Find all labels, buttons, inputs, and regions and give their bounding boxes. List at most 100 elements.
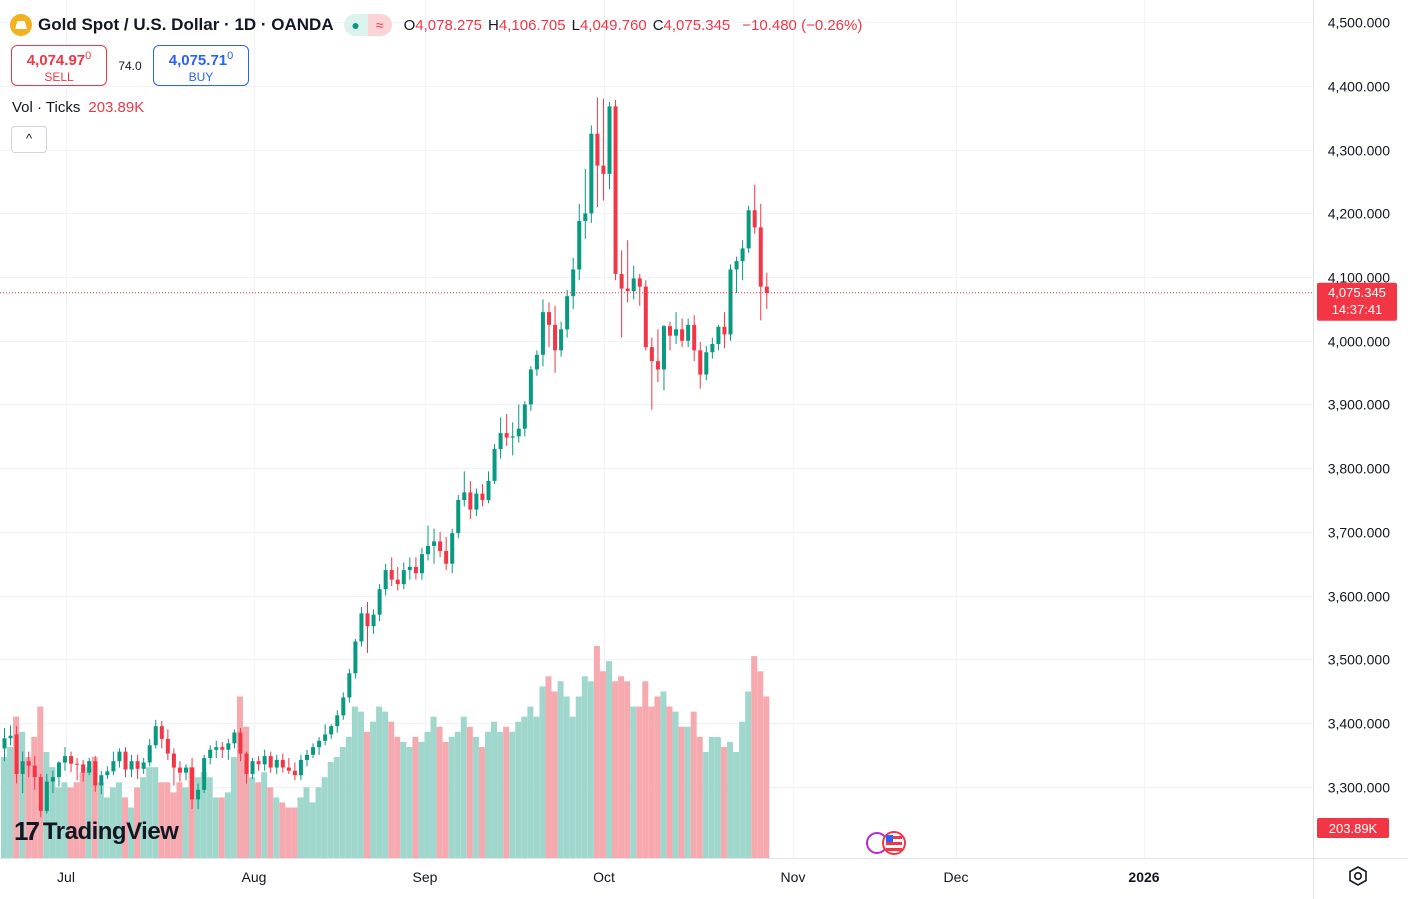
- candle: [123, 747, 128, 778]
- volume-bar: [551, 691, 558, 858]
- volume-bar: [61, 782, 68, 858]
- candle-body: [553, 324, 558, 351]
- trade-panel: 4,074.970 SELL 74.0 4,075.710 BUY: [11, 45, 249, 86]
- candle: [468, 480, 473, 520]
- candle: [383, 563, 388, 596]
- buy-button[interactable]: 4,075.710 BUY: [153, 45, 249, 86]
- collapse-legend-button[interactable]: ^: [11, 126, 47, 153]
- candle-body: [87, 761, 92, 773]
- change-value: −10.480 (−0.26%): [742, 16, 863, 34]
- volume-bar: [406, 746, 413, 858]
- last-price-label: 4,075.345: [1328, 285, 1386, 300]
- candle-body: [250, 761, 255, 774]
- candle: [20, 751, 25, 794]
- volume-bar: [545, 676, 552, 858]
- candle: [105, 766, 110, 780]
- candle-body: [668, 326, 672, 336]
- price-tick-label: 4,100.000: [1328, 270, 1390, 286]
- symbol-status-pill[interactable]: ● ≈: [343, 14, 392, 36]
- volume-bar: [267, 787, 274, 858]
- volume-legend[interactable]: Vol · Ticks 203.89K: [12, 99, 144, 116]
- volume-bar: [103, 797, 110, 858]
- candle: [577, 203, 582, 281]
- candle: [117, 748, 122, 768]
- candle: [32, 756, 37, 790]
- volume-bar: [612, 681, 619, 858]
- volume-bar: [170, 792, 177, 858]
- candle: [93, 756, 98, 792]
- candle-body: [589, 133, 594, 214]
- price-tick-label: 4,300.000: [1328, 143, 1390, 159]
- candle-body: [540, 312, 545, 355]
- candle: [2, 728, 7, 762]
- volume-bar: [618, 676, 625, 858]
- candle-body: [528, 369, 533, 405]
- volume-bar: [49, 767, 56, 858]
- volume-bar: [164, 782, 171, 858]
- candle-body: [262, 756, 267, 765]
- candle: [214, 740, 219, 758]
- volume-bar: [134, 787, 141, 858]
- volume-bar: [285, 807, 292, 858]
- candle-body: [190, 767, 195, 800]
- settings-icon[interactable]: [1347, 865, 1369, 887]
- candle: [202, 754, 207, 794]
- volume-bar: [739, 721, 746, 858]
- volume-bar: [388, 721, 395, 858]
- price-tick-label: 4,200.000: [1328, 206, 1390, 222]
- candle: [637, 273, 642, 306]
- candle: [607, 101, 612, 190]
- volume-bar: [19, 731, 26, 858]
- candle: [190, 758, 195, 809]
- tradingview-wordmark: TradingView: [42, 817, 179, 845]
- sell-button[interactable]: 4,074.970 SELL: [11, 45, 107, 86]
- candle-body: [710, 343, 715, 353]
- candle-body: [2, 738, 7, 749]
- sell-price: 4,074.97: [26, 52, 86, 69]
- volume-bar: [430, 716, 437, 858]
- candle: [680, 318, 685, 348]
- candle: [522, 401, 527, 437]
- candle-body: [129, 761, 134, 770]
- candle-body: [686, 324, 691, 341]
- candle-body: [341, 697, 346, 716]
- open-label: O: [403, 16, 416, 34]
- price-tick-label: 3,700.000: [1328, 525, 1390, 541]
- volume-bar: [478, 746, 485, 858]
- candle: [395, 566, 400, 591]
- candle: [752, 184, 757, 234]
- volume-bar: [309, 802, 316, 858]
- event-markers[interactable]: [866, 831, 906, 855]
- candle: [565, 289, 570, 338]
- candle: [419, 547, 424, 580]
- candle: [335, 710, 340, 733]
- candle-body: [401, 570, 406, 585]
- price-tick-label: 4,000.000: [1328, 334, 1390, 350]
- volume-bar: [648, 706, 655, 858]
- candle-body: [456, 500, 461, 534]
- candle-body: [81, 764, 86, 773]
- candle-body: [323, 734, 328, 741]
- tradingview-logo[interactable]: 17 TradingView: [14, 816, 179, 847]
- candle-body: [44, 781, 49, 811]
- symbol-title[interactable]: Gold Spot / U.S. Dollar · 1D · OANDA: [38, 15, 334, 34]
- volume-bar: [394, 736, 401, 858]
- candle: [661, 324, 666, 391]
- volume-bar: [575, 696, 582, 858]
- volume-bar: [624, 681, 631, 858]
- volume-bar: [279, 802, 286, 858]
- candle: [353, 638, 358, 679]
- candle-body: [141, 762, 146, 769]
- symbol-legend: Gold Spot / U.S. Dollar · 1D · OANDA ● ≈…: [10, 14, 862, 36]
- candle-body: [32, 765, 37, 778]
- candle-body: [317, 740, 322, 748]
- candle-body: [50, 777, 55, 782]
- candle-body: [305, 754, 309, 760]
- candle-body: [117, 751, 122, 762]
- candle: [686, 318, 691, 348]
- candle: [589, 125, 594, 223]
- time-axis: Jul Aug Sep Oct Nov Dec 2026: [57, 869, 1160, 885]
- volume-bar: [720, 746, 727, 858]
- volume-bar: [79, 772, 86, 858]
